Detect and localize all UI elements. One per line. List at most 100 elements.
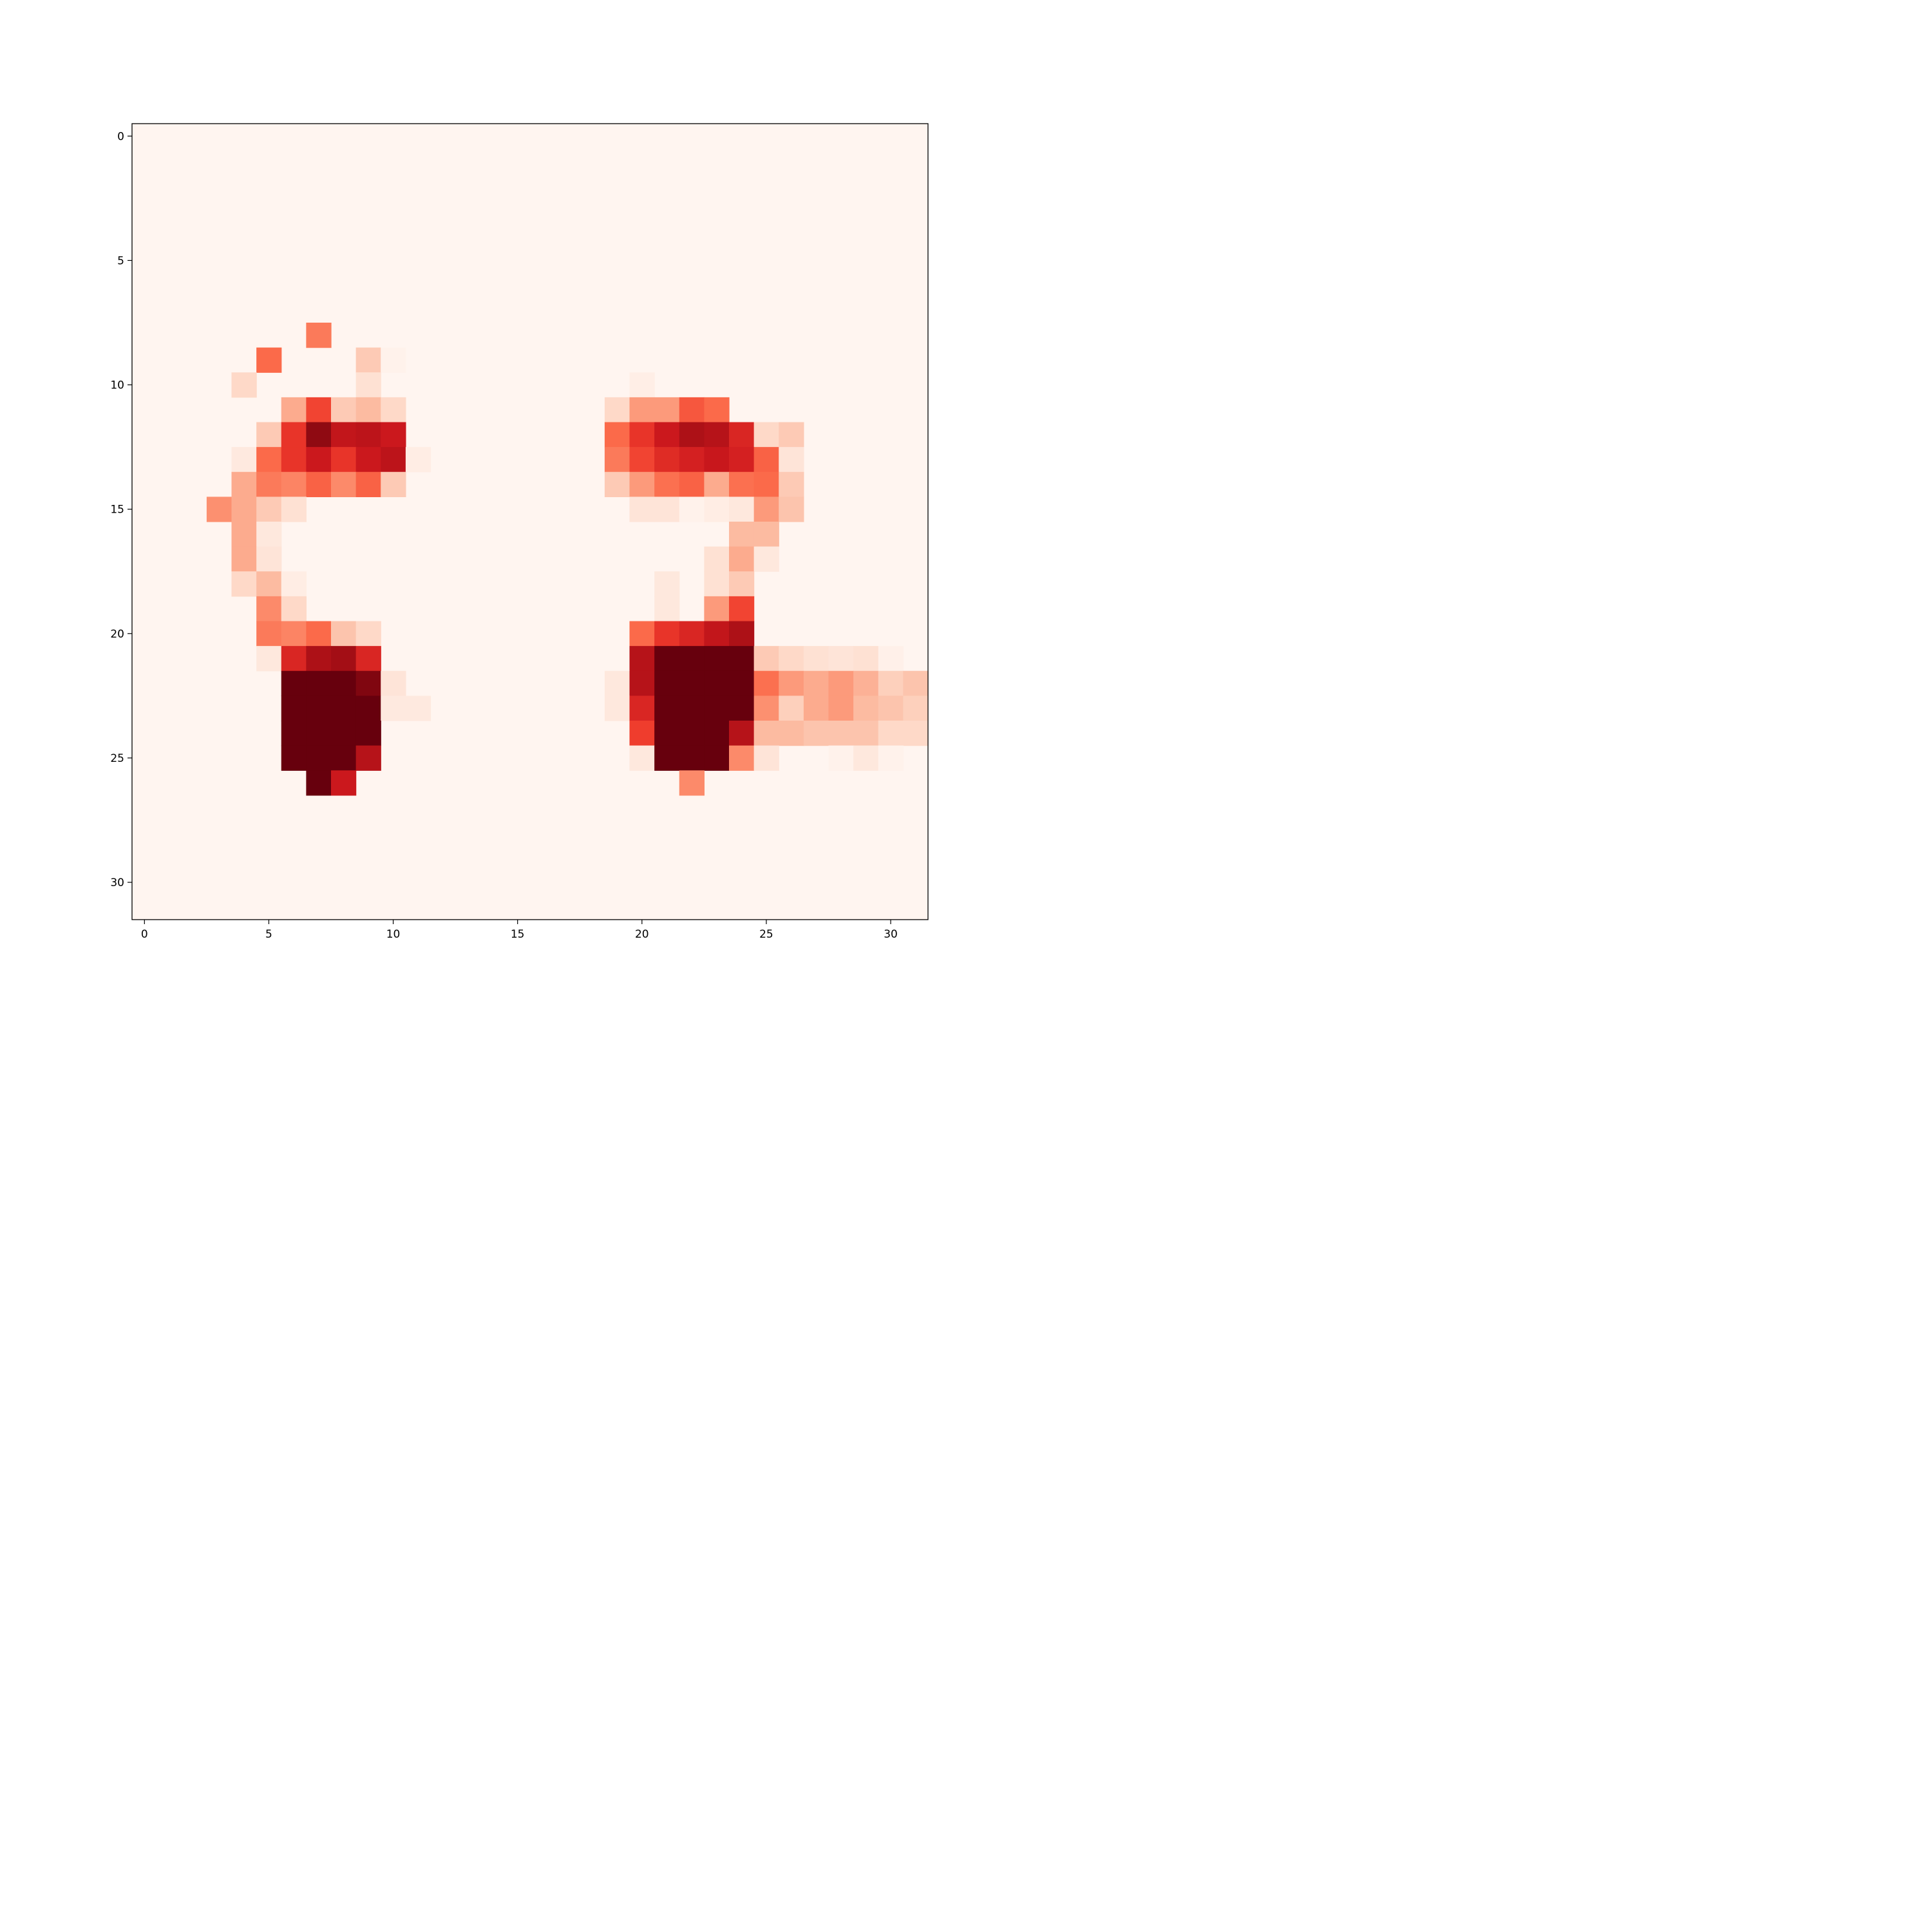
heatmap-cell: [654, 621, 680, 647]
heatmap-cell: [355, 670, 381, 696]
heatmap-cell: [604, 696, 630, 721]
x-tick-label: 20: [635, 928, 649, 941]
heatmap-cell: [729, 447, 755, 473]
heatmap-cell: [331, 770, 357, 796]
heatmap-cell: [803, 696, 829, 721]
heatmap-cell: [629, 696, 655, 721]
heatmap-cell: [231, 372, 257, 398]
heatmap-cell: [256, 646, 282, 672]
heatmap-cell: [704, 670, 730, 696]
heatmap-cell: [629, 397, 655, 423]
plot-frame: [131, 123, 929, 920]
heatmap-cell: [654, 596, 680, 622]
heatmap-cell: [704, 696, 730, 721]
heatmap-cell: [753, 546, 779, 572]
x-tick-label: 5: [265, 928, 272, 941]
heatmap-cell: [679, 397, 705, 423]
heatmap-cell: [878, 745, 904, 771]
heatmap-cell: [604, 422, 630, 448]
heatmap-cell: [654, 422, 680, 448]
heatmap-cell: [306, 621, 332, 647]
heatmap-cell: [654, 696, 680, 721]
heatmap-cell: [604, 447, 630, 473]
heatmap-cell: [679, 497, 705, 522]
heatmap-cell: [729, 670, 755, 696]
heatmap-cell: [679, 471, 705, 497]
heatmap-cell: [729, 745, 755, 771]
heatmap-cell: [355, 397, 381, 423]
heatmap-cell: [306, 745, 332, 771]
heatmap-cell: [306, 696, 332, 721]
heatmap-cell: [405, 696, 431, 721]
heatmap-cell: [256, 571, 282, 597]
heatmap-cell: [331, 721, 357, 746]
heatmap-cell: [604, 471, 630, 497]
heatmap-cell: [704, 546, 730, 572]
heatmap-cell: [679, 422, 705, 448]
x-tick-label: 30: [884, 928, 898, 941]
heatmap-cell: [281, 621, 307, 647]
heatmap-cell: [331, 422, 357, 448]
heatmap-cell: [281, 571, 307, 597]
heatmap-cell: [828, 721, 854, 746]
heatmap-cell: [256, 596, 282, 622]
heatmap-cell: [281, 497, 307, 522]
heatmap-cell: [281, 397, 307, 423]
heatmap-cell: [654, 447, 680, 473]
heatmap-cell: [306, 646, 332, 672]
heatmap-cell: [878, 646, 904, 672]
heatmap-cell: [828, 696, 854, 721]
heatmap-cell: [654, 721, 680, 746]
heatmap-cell: [679, 721, 705, 746]
heatmap-cell: [629, 670, 655, 696]
x-tick-label: 10: [386, 928, 401, 941]
heatmap-cell: [753, 447, 779, 473]
heatmap-cell: [231, 471, 257, 497]
heatmap-cell: [256, 522, 282, 547]
x-tick-label: 15: [511, 928, 525, 941]
heatmap-cell: [355, 372, 381, 398]
heatmap-cell: [654, 471, 680, 497]
heatmap-cell: [704, 447, 730, 473]
heatmap-cell: [753, 422, 779, 448]
heatmap-cell: [281, 696, 307, 721]
x-tick-label: 25: [759, 928, 773, 941]
heatmap-cell: [753, 670, 779, 696]
heatmap-cell: [355, 721, 381, 746]
heatmap-cell: [704, 621, 730, 647]
heatmap-cell: [306, 422, 332, 448]
heatmap-cell: [704, 596, 730, 622]
heatmap-cell: [381, 422, 406, 448]
heatmap-cell: [281, 471, 307, 497]
heatmap-cell: [679, 745, 705, 771]
heatmap-cell: [903, 721, 929, 746]
heatmap-cell: [355, 745, 381, 771]
heatmap-cell: [306, 670, 332, 696]
heatmap-cell: [306, 397, 332, 423]
heatmap-cell: [729, 571, 755, 597]
heatmap-cell: [331, 696, 357, 721]
heatmap-cell: [853, 696, 879, 721]
heatmap-cell: [853, 646, 879, 672]
heatmap-cell: [753, 646, 779, 672]
heatmap-cell: [331, 670, 357, 696]
heatmap-cell: [704, 397, 730, 423]
heatmap-cell: [803, 721, 829, 746]
heatmap-cell: [604, 670, 630, 696]
heatmap-cell: [704, 422, 730, 448]
heatmap-cell: [604, 397, 630, 423]
y-axis: 0 5 10 15 20 25 30: [110, 130, 132, 889]
heatmap-cell: [853, 721, 879, 746]
heatmap-cell: [306, 770, 332, 796]
heatmap-cell: [729, 497, 755, 522]
heatmap-cell: [704, 471, 730, 497]
heatmap-cell: [629, 471, 655, 497]
heatmap-cell: [256, 447, 282, 473]
y-tick-label: 25: [110, 752, 124, 765]
heatmap-cell: [828, 745, 854, 771]
heatmap-cell: [779, 721, 804, 746]
heatmap-cell: [779, 646, 804, 672]
heatmap-cell: [306, 323, 332, 348]
heatmap-cell: [306, 721, 332, 746]
y-tick-label: 15: [110, 504, 124, 516]
